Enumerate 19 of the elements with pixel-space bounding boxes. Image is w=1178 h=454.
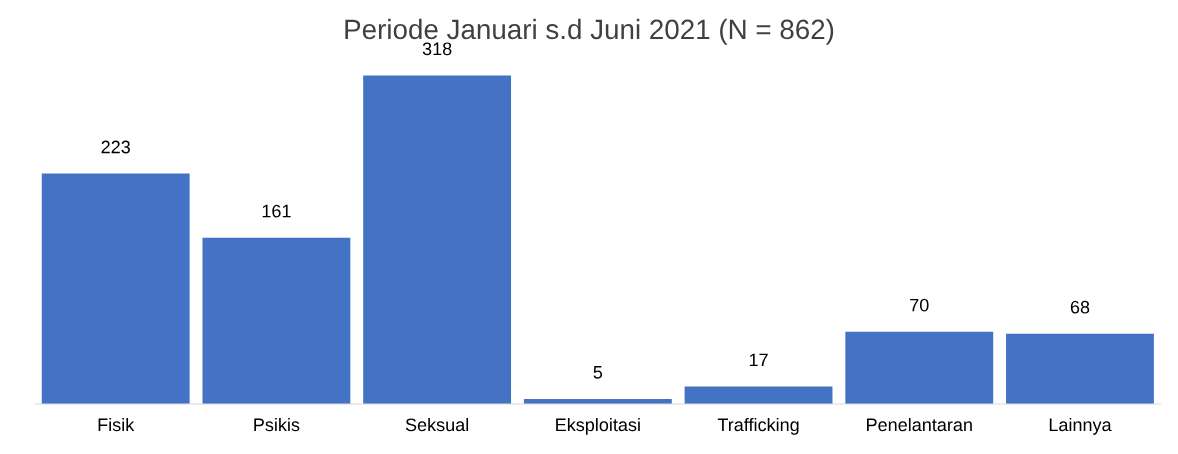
x-tick-label: Fisik — [98, 417, 135, 432]
x-tick-label: Seksual — [405, 417, 469, 432]
data-label: 5 — [593, 366, 603, 379]
x-tick-label: Trafficking — [717, 417, 799, 435]
data-label: 68 — [1070, 300, 1090, 314]
x-tick-label: Eksploitasi — [556, 417, 640, 435]
bar — [1006, 333, 1154, 405]
x-tick-label: Psikis — [254, 417, 300, 432]
data-label: 223 — [101, 140, 130, 154]
x-tick-label: Penelantaran — [867, 417, 972, 432]
bar — [202, 237, 351, 405]
data-label: 161 — [262, 204, 291, 218]
data-label: 17 — [749, 353, 768, 367]
data-label: 70 — [910, 298, 929, 312]
bar — [845, 331, 994, 405]
bar — [684, 386, 833, 405]
bar — [41, 173, 190, 405]
x-tick-label: Lainnya — [1049, 417, 1112, 435]
bar — [363, 75, 512, 405]
